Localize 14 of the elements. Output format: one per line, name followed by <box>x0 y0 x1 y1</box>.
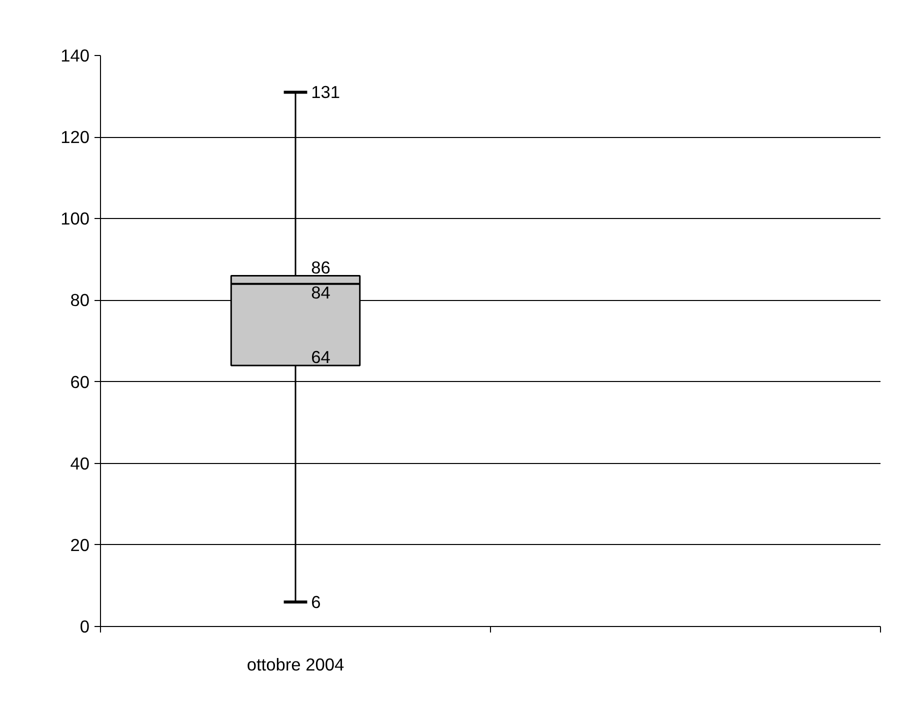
annotation: 6 <box>311 592 321 612</box>
y-tick-label: 40 <box>70 453 90 474</box>
x-tick-label: ottobre 2004 <box>246 654 345 674</box>
y-tick-label: 60 <box>70 372 90 392</box>
annotation: 86 <box>311 258 330 278</box>
annotation: 64 <box>311 347 331 368</box>
y-tick-label: 80 <box>70 290 90 310</box>
y-tick-label: 0 <box>80 616 90 636</box>
annotation: 84 <box>311 282 331 302</box>
y-tick-label: 140 <box>60 46 90 66</box>
y-tick-label: 20 <box>70 534 90 555</box>
y-tick-label: 120 <box>60 127 90 148</box>
y-tick-label: 100 <box>60 208 90 229</box>
annotation: 131 <box>311 82 340 102</box>
